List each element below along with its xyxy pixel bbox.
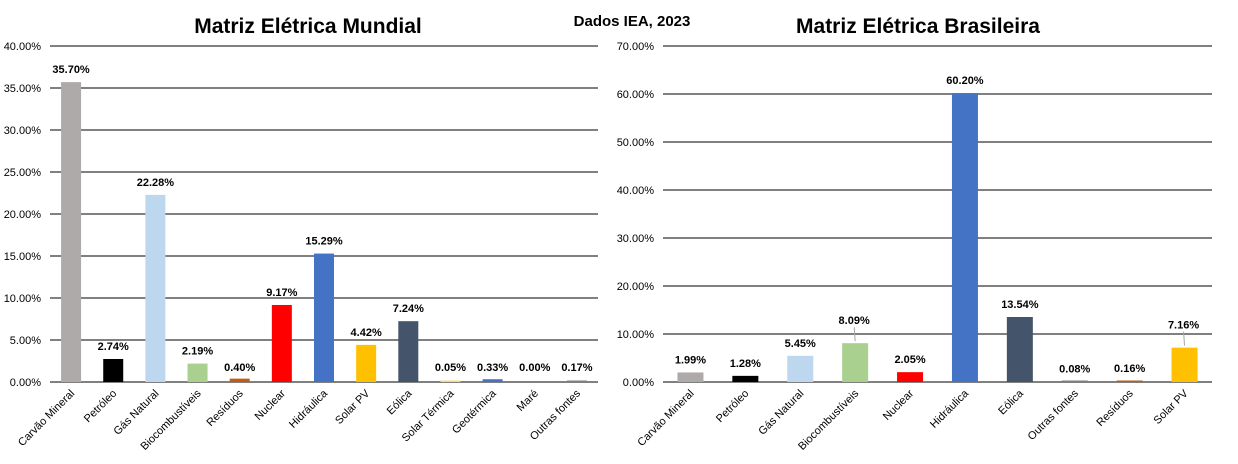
category-label-brasileira: Nuclear	[881, 387, 917, 423]
bar-mundial	[314, 253, 334, 382]
data-label-brasileira: 2.05%	[894, 354, 925, 366]
category-label-brasileira: Hidráulica	[928, 387, 972, 431]
data-label-mundial: 2.74%	[98, 341, 129, 353]
chart-title-brasileira: Matriz Elétrica Brasileira	[796, 15, 1040, 38]
bar-mundial	[145, 194, 166, 382]
bar-brasileira	[1006, 317, 1033, 382]
y-tick-label-mundial: 30.00%	[4, 125, 42, 137]
bar-mundial	[356, 344, 377, 382]
data-label-brasileira: 1.28%	[730, 358, 761, 370]
bar-mundial	[187, 363, 208, 382]
data-label-brasileira: 0.16%	[1114, 363, 1145, 375]
data-label-leader-brasileira	[1183, 331, 1186, 346]
category-label-brasileira: Biocombustíveis	[796, 387, 861, 452]
bar-mundial	[440, 380, 461, 382]
data-label-brasileira: 7.16%	[1168, 320, 1199, 332]
y-tick-label-brasileira: 0.00%	[623, 377, 654, 389]
y-tick-label-mundial: 20.00%	[4, 209, 42, 221]
y-tick-label-mundial: 25.00%	[4, 167, 42, 179]
data-label-brasileira: 0.08%	[1059, 364, 1090, 376]
y-tick-label-mundial: 35.00%	[4, 83, 42, 95]
category-label-brasileira: Outras fontes	[1026, 387, 1082, 443]
data-label-mundial: 0.17%	[561, 362, 592, 374]
category-label-brasileira: Petróleo	[714, 388, 751, 425]
y-tick-label-mundial: 5.00%	[10, 335, 41, 347]
bar-mundial	[103, 358, 124, 382]
data-label-mundial: 0.33%	[477, 362, 508, 374]
category-label-mundial: Nuclear	[253, 387, 289, 423]
y-tick-label-mundial: 15.00%	[4, 251, 42, 263]
bar-brasileira	[677, 372, 704, 382]
y-tick-label-brasileira: 20.00%	[617, 281, 655, 293]
data-label-mundial: 2.19%	[182, 346, 213, 358]
data-label-leader-brasileira	[853, 327, 856, 342]
y-tick-label-brasileira: 70.00%	[617, 41, 655, 53]
data-label-mundial: 35.70%	[52, 64, 90, 76]
data-label-brasileira: 60.20%	[946, 75, 984, 87]
y-tick-label-brasileira: 40.00%	[617, 185, 655, 197]
chart-title-mundial: Matriz Elétrica Mundial	[194, 15, 422, 38]
bar-brasileira	[1116, 380, 1143, 382]
bar-brasileira	[897, 372, 924, 382]
category-label-mundial: Eólica	[385, 387, 415, 417]
y-tick-label-mundial: 40.00%	[4, 41, 42, 53]
bar-mundial	[229, 378, 250, 382]
category-label-brasileira: Carvão Mineral	[635, 388, 696, 449]
bar-brasileira	[732, 375, 759, 382]
data-label-mundial: 22.28%	[137, 177, 175, 189]
y-tick-label-mundial: 10.00%	[4, 293, 42, 305]
bar-mundial	[398, 321, 419, 382]
category-label-brasileira: Eólica	[996, 387, 1026, 417]
bar-brasileira	[951, 93, 978, 382]
data-label-mundial: 0.05%	[435, 362, 466, 374]
bar-mundial	[61, 82, 82, 383]
bar-brasileira	[787, 355, 814, 382]
category-label-mundial: Maré	[515, 388, 541, 414]
category-label-brasileira: Solar PV	[1151, 387, 1191, 427]
data-label-mundial: 0.00%	[519, 362, 550, 374]
y-tick-label-brasileira: 50.00%	[617, 137, 655, 149]
bar-brasileira	[1061, 380, 1088, 382]
y-tick-label-brasileira: 60.00%	[617, 89, 655, 101]
bar-brasileira	[1171, 347, 1198, 382]
data-label-mundial: 9.17%	[266, 287, 297, 299]
data-label-brasileira: 1.99%	[675, 354, 706, 366]
chart-brasileira: 0.00% 10.00% 20.00% 30.00% 40.00% 50.00% 60.00…	[617, 41, 1212, 453]
category-label-mundial: Petróleo	[82, 388, 119, 425]
bar-mundial	[566, 380, 587, 382]
data-label-mundial: 15.29%	[305, 236, 343, 248]
y-tick-label-brasileira: 30.00%	[617, 233, 655, 245]
data-label-brasileira: 5.45%	[785, 338, 816, 350]
category-label-mundial: Hidráulica	[287, 387, 331, 431]
category-label-mundial: Solar PV	[333, 387, 373, 427]
category-label-brasileira: Gás Natural	[756, 388, 806, 438]
category-label-brasileira: Resíduos	[1094, 387, 1136, 429]
chart-mundial: 0.00% 5.00% 10.00% 15.00% 20.00% 25.00% 30.00%…	[4, 41, 598, 453]
data-label-brasileira: 8.09%	[839, 315, 870, 327]
data-label-brasileira: 13.54%	[1001, 299, 1039, 311]
y-tick-label-mundial: 0.00%	[10, 377, 41, 389]
y-tick-label-brasileira: 10.00%	[617, 329, 655, 341]
bar-mundial	[271, 304, 292, 382]
bar-brasileira	[842, 343, 869, 382]
category-label-mundial: Carvão Mineral	[16, 388, 77, 449]
category-label-mundial: Resíduos	[204, 387, 246, 429]
source-note: Dados IEA, 2023	[574, 13, 691, 30]
bar-mundial	[482, 379, 503, 382]
category-label-mundial: Geotérmica	[450, 387, 499, 436]
data-label-mundial: 4.42%	[351, 327, 382, 339]
data-label-mundial: 7.24%	[393, 303, 424, 315]
data-label-mundial: 0.40%	[224, 362, 255, 374]
